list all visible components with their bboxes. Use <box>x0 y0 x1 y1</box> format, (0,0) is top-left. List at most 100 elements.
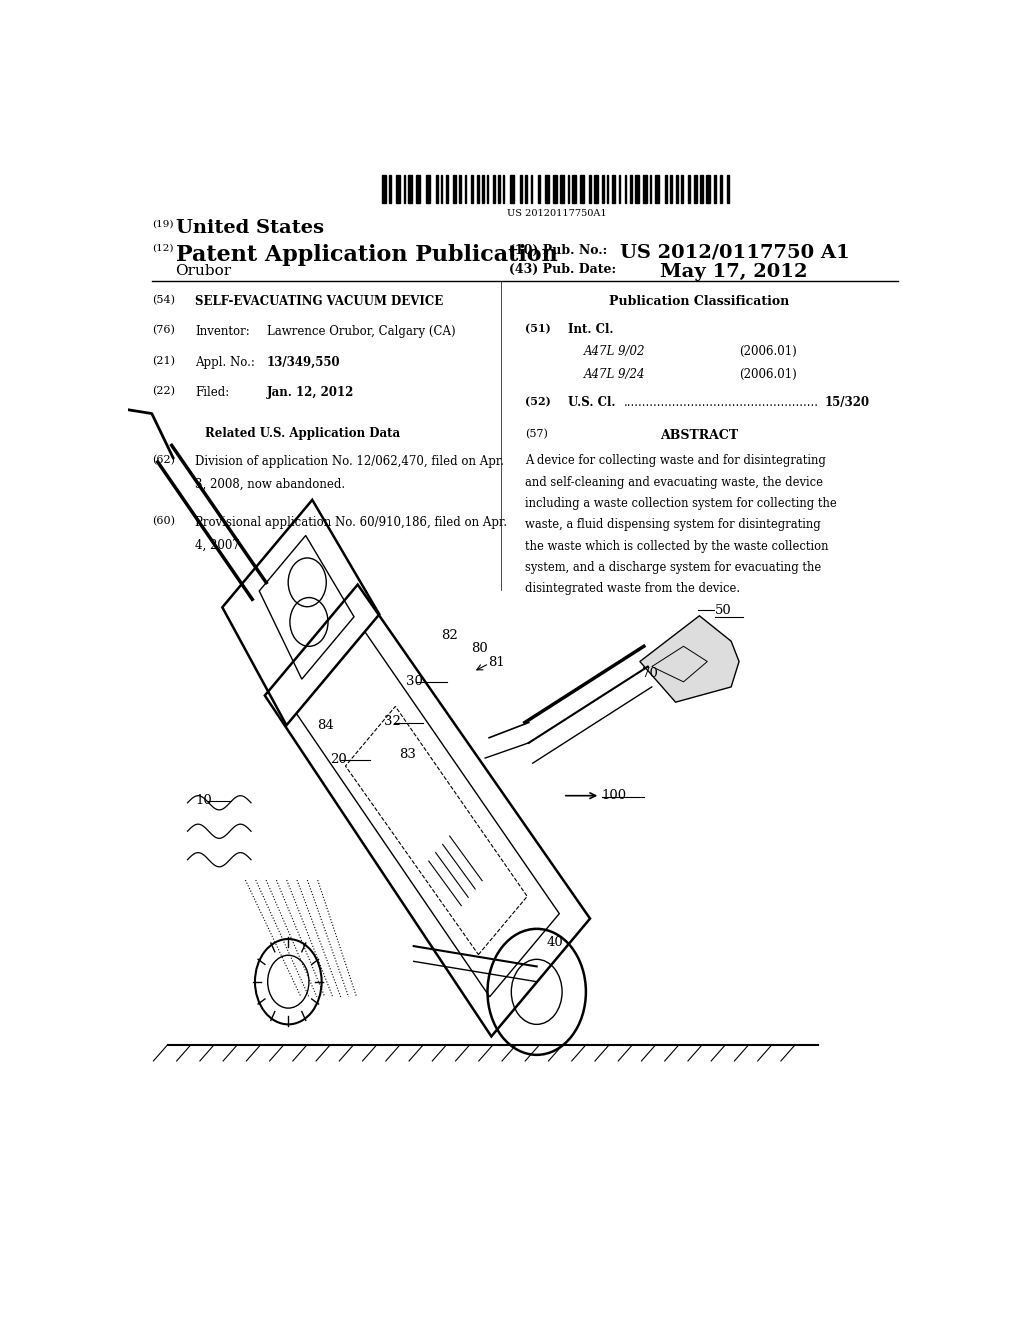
Text: 84: 84 <box>316 719 334 733</box>
Bar <box>720 174 722 203</box>
Text: (43) Pub. Date:: (43) Pub. Date: <box>509 263 616 276</box>
Text: A device for collecting waste and for disintegrating: A device for collecting waste and for di… <box>524 454 825 467</box>
Bar <box>396 174 400 203</box>
Bar <box>498 174 500 203</box>
Bar <box>389 174 390 203</box>
Text: Int. Cl.: Int. Cl. <box>568 323 614 337</box>
Text: 13/349,550: 13/349,550 <box>267 355 341 368</box>
Bar <box>681 174 683 203</box>
Text: A47L 9/24: A47L 9/24 <box>585 368 646 380</box>
Text: 100: 100 <box>602 788 627 801</box>
Bar <box>590 174 591 203</box>
Text: (12): (12) <box>152 244 173 252</box>
Bar <box>670 174 672 203</box>
Text: 83: 83 <box>399 748 417 760</box>
Text: 20: 20 <box>331 752 347 766</box>
Bar <box>568 174 569 203</box>
Text: Orubor: Orubor <box>176 264 231 279</box>
Text: (52): (52) <box>524 396 551 408</box>
Text: (2006.01): (2006.01) <box>739 346 797 359</box>
Text: US 2012/0117750 A1: US 2012/0117750 A1 <box>620 244 850 261</box>
Text: 80: 80 <box>471 643 487 655</box>
Text: (51): (51) <box>524 323 551 334</box>
Bar <box>688 174 690 203</box>
Text: 3, 2008, now abandoned.: 3, 2008, now abandoned. <box>196 478 345 491</box>
Bar <box>403 174 406 203</box>
Text: (21): (21) <box>152 355 175 366</box>
Text: Jan. 12, 2012: Jan. 12, 2012 <box>267 385 354 399</box>
Bar <box>625 174 626 203</box>
Text: U.S. Cl.: U.S. Cl. <box>568 396 616 409</box>
Text: 15/320: 15/320 <box>825 396 870 409</box>
Bar <box>482 174 483 203</box>
Bar <box>426 174 430 203</box>
Text: May 17, 2012: May 17, 2012 <box>659 263 807 281</box>
Bar <box>471 174 473 203</box>
Bar <box>503 174 504 203</box>
Text: Provisional application No. 60/910,186, filed on Apr.: Provisional application No. 60/910,186, … <box>196 516 508 529</box>
Text: (22): (22) <box>152 385 175 396</box>
Text: Related U.S. Application Data: Related U.S. Application Data <box>205 426 400 440</box>
Bar <box>477 174 479 203</box>
Text: and self-cleaning and evacuating waste, the device: and self-cleaning and evacuating waste, … <box>524 475 823 488</box>
Text: 82: 82 <box>441 630 458 642</box>
Bar <box>493 174 495 203</box>
Text: ....................................................: ........................................… <box>624 396 819 409</box>
Text: (57): (57) <box>524 429 548 440</box>
Bar <box>620 174 621 203</box>
Bar <box>525 174 527 203</box>
Bar <box>572 174 577 203</box>
Text: Inventor:: Inventor: <box>196 325 250 338</box>
Text: the waste which is collected by the waste collection: the waste which is collected by the wast… <box>524 540 828 553</box>
Bar <box>580 174 584 203</box>
Text: Division of application No. 12/062,470, filed on Apr.: Division of application No. 12/062,470, … <box>196 455 505 469</box>
Text: (54): (54) <box>152 294 175 305</box>
Text: United States: United States <box>176 219 324 238</box>
Bar <box>676 174 678 203</box>
Text: US 20120117750A1: US 20120117750A1 <box>507 210 606 218</box>
Text: (60): (60) <box>152 516 175 527</box>
Bar <box>612 174 614 203</box>
Text: 81: 81 <box>488 656 505 669</box>
Text: (19): (19) <box>152 219 173 228</box>
Bar <box>635 174 639 203</box>
Bar <box>654 174 658 203</box>
Bar <box>665 174 667 203</box>
Bar <box>700 174 702 203</box>
Text: A47L 9/02: A47L 9/02 <box>585 346 646 359</box>
Bar <box>602 174 603 203</box>
Text: Appl. No.:: Appl. No.: <box>196 355 255 368</box>
Text: Patent Application Publication: Patent Application Publication <box>176 244 557 265</box>
Polygon shape <box>640 615 739 702</box>
Bar <box>606 174 608 203</box>
Text: (10) Pub. No.:: (10) Pub. No.: <box>509 244 607 257</box>
Bar <box>553 174 557 203</box>
Text: (2006.01): (2006.01) <box>739 368 797 380</box>
Bar <box>545 174 549 203</box>
Text: 32: 32 <box>384 715 400 729</box>
Text: SELF-EVACUATING VACUUM DEVICE: SELF-EVACUATING VACUUM DEVICE <box>196 294 443 308</box>
Bar <box>510 174 514 203</box>
Text: system, and a discharge system for evacuating the: system, and a discharge system for evacu… <box>524 561 821 574</box>
Text: waste, a fluid dispensing system for disintegrating: waste, a fluid dispensing system for dis… <box>524 519 820 531</box>
Bar <box>643 174 646 203</box>
Bar <box>694 174 696 203</box>
Text: including a waste collection system for collecting the: including a waste collection system for … <box>524 496 837 510</box>
Bar <box>409 174 413 203</box>
Bar <box>445 174 447 203</box>
Bar <box>538 174 541 203</box>
Bar <box>436 174 437 203</box>
Text: Publication Classification: Publication Classification <box>609 294 790 308</box>
Text: (62): (62) <box>152 455 175 466</box>
Bar <box>630 174 632 203</box>
Text: 50: 50 <box>715 603 732 616</box>
Bar <box>560 174 564 203</box>
Bar <box>459 174 461 203</box>
Text: disintegrated waste from the device.: disintegrated waste from the device. <box>524 582 740 595</box>
Text: 4, 2007.: 4, 2007. <box>196 539 244 552</box>
Text: 70: 70 <box>642 667 659 680</box>
Bar <box>714 174 717 203</box>
Text: Lawrence Orubor, Calgary (CA): Lawrence Orubor, Calgary (CA) <box>267 325 456 338</box>
Text: (76): (76) <box>152 325 175 335</box>
Bar <box>486 174 488 203</box>
